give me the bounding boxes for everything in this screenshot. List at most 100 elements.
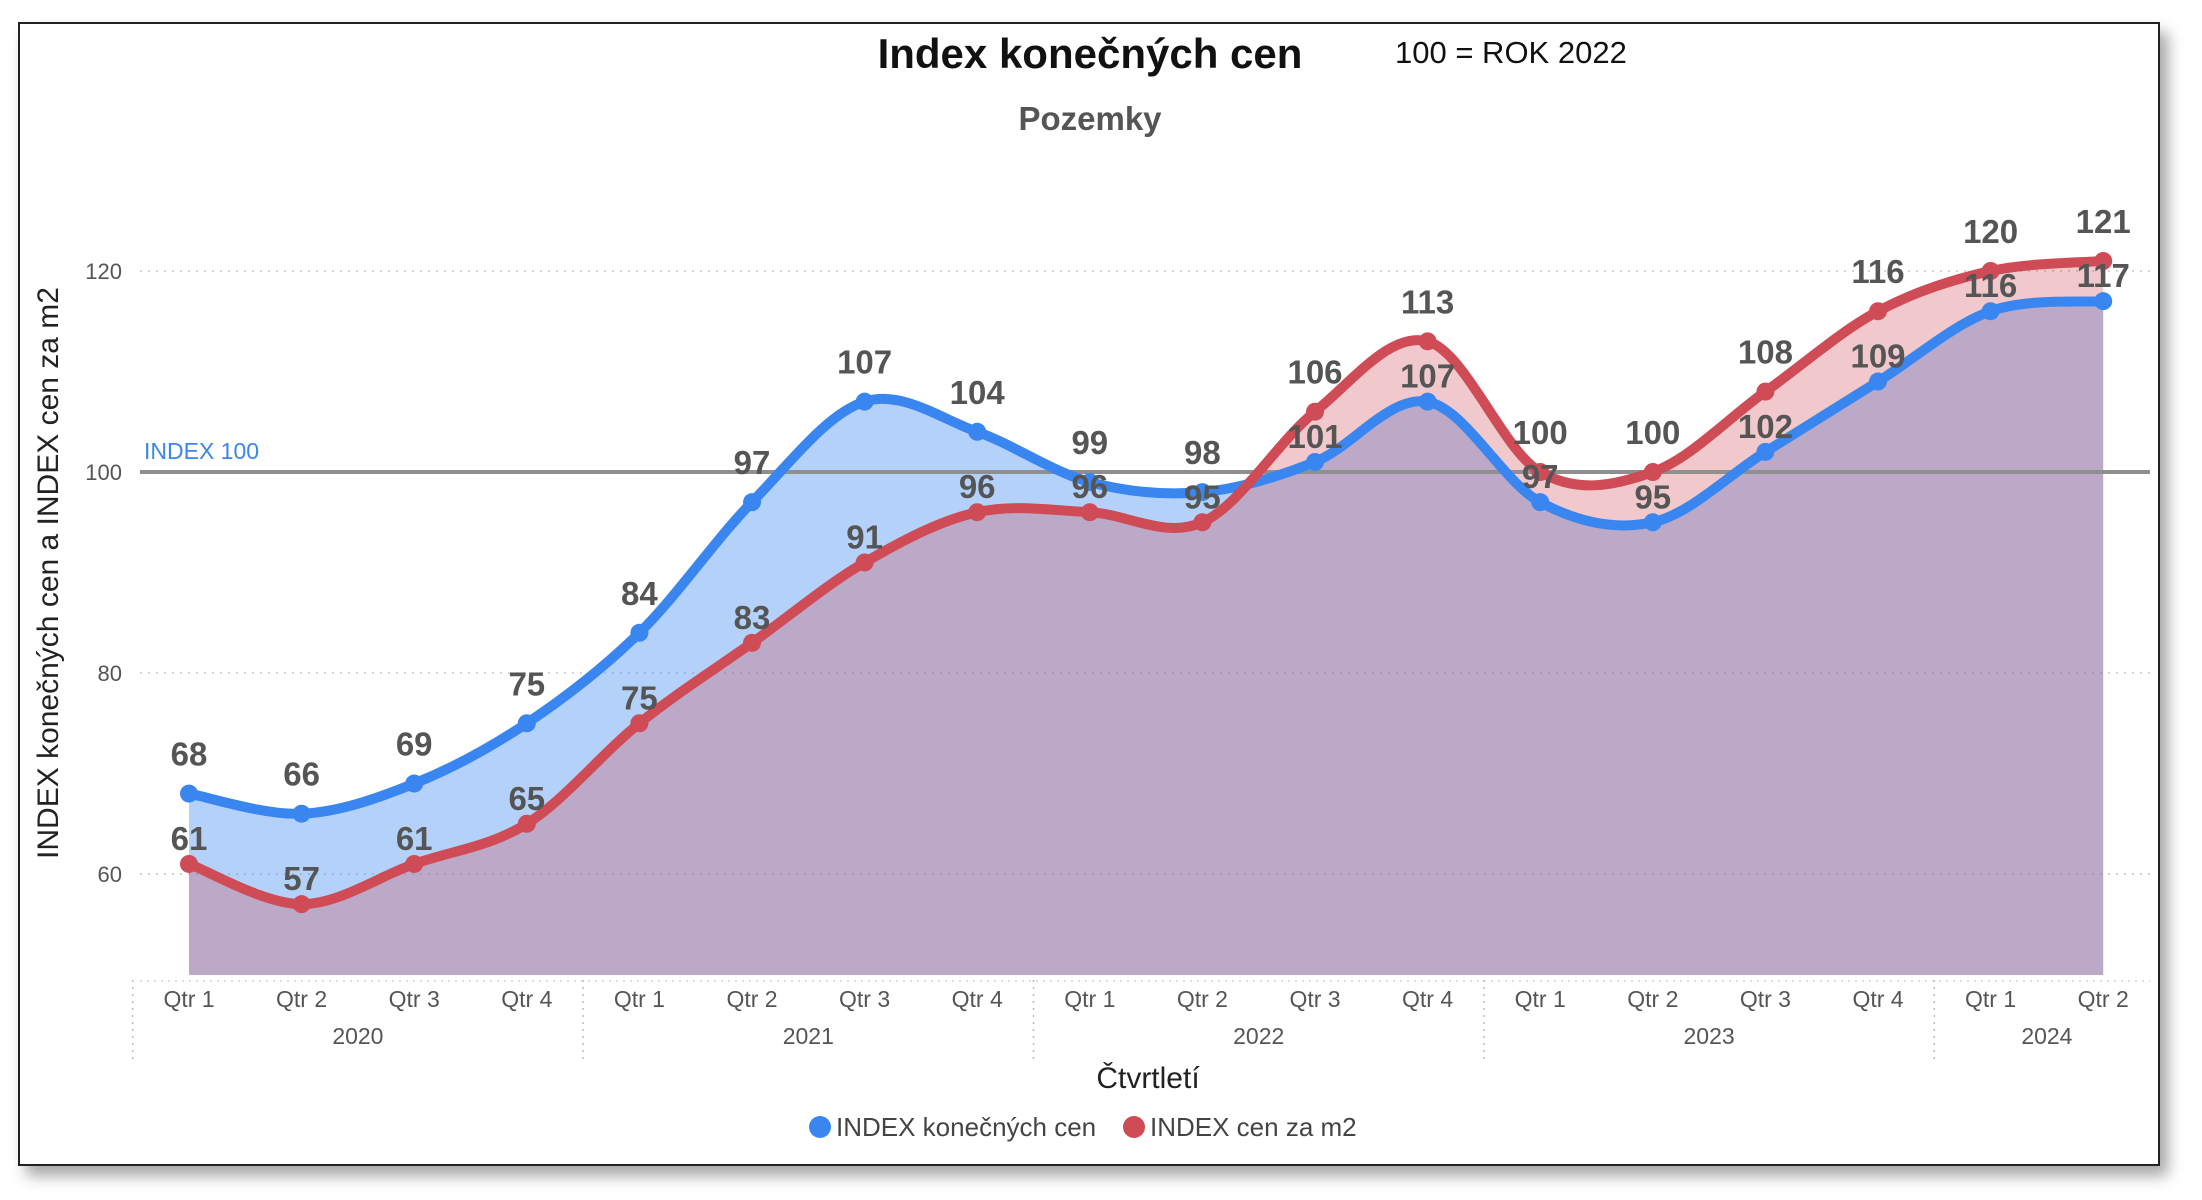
data-point [1193, 513, 1212, 532]
x-tick-label: Qtr 4 [1852, 986, 1903, 1012]
data-point [1306, 402, 1324, 421]
data-label: 107 [837, 344, 892, 381]
data-label: 109 [1850, 338, 1905, 375]
data-label: 97 [734, 444, 771, 481]
year-label: 2020 [332, 1023, 383, 1049]
data-point [1643, 463, 1662, 481]
data-point [517, 814, 536, 833]
data-label: 117 [2077, 257, 2130, 294]
data-label: 100 [1513, 414, 1568, 451]
y-tick-label: 100 [85, 460, 122, 485]
data-point [1981, 302, 2000, 321]
data-point [1080, 473, 1099, 492]
x-tick-label: Qtr 3 [1740, 986, 1791, 1012]
year-label: 2021 [783, 1023, 834, 1049]
data-label: 121 [2076, 203, 2131, 240]
data-point [1531, 493, 1550, 512]
legend-label: INDEX konečných cen [836, 1112, 1096, 1142]
legend-label: INDEX cen za m2 [1150, 1112, 1357, 1142]
x-tick-label: Qtr 1 [1965, 986, 2016, 1012]
data-label: 101 [1287, 418, 1342, 455]
data-point [855, 553, 874, 572]
data-label: 99 [1071, 424, 1108, 461]
x-tick-label: Qtr 4 [501, 986, 552, 1012]
data-label: 106 [1287, 354, 1342, 391]
data-point [968, 422, 987, 441]
data-point [1756, 382, 1775, 401]
legend: INDEX konečných cen INDEX cen za m2 [809, 1112, 1357, 1142]
data-label: 68 [171, 736, 208, 773]
data-label: 75 [508, 665, 545, 702]
data-point [1869, 372, 1887, 391]
data-label: 61 [396, 820, 433, 857]
x-tick-label: Qtr 3 [1289, 986, 1340, 1012]
data-label: 107 [1400, 358, 1455, 395]
data-point [1418, 392, 1437, 411]
data-point [292, 895, 311, 914]
x-tick-label: Qtr 1 [614, 986, 665, 1012]
x-tick-label: Qtr 2 [726, 986, 777, 1012]
data-point [292, 804, 311, 823]
data-labels: 68 66 69 75 84 97 107 104 99 98 101 107 97 95 102 109 11… [171, 203, 2131, 897]
data-point [743, 633, 761, 652]
x-tick-label: Qtr 3 [389, 986, 440, 1012]
data-label: 95 [1634, 478, 1671, 515]
area-index-konecnych-cen [189, 301, 2104, 975]
series-points [180, 251, 2113, 914]
x-tick-label: Qtr 2 [276, 986, 327, 1012]
data-label: 108 [1738, 334, 1793, 371]
data-label: 66 [283, 756, 320, 793]
data-label: 57 [283, 860, 320, 897]
data-label: 65 [508, 780, 545, 817]
data-label: 95 [1184, 478, 1221, 515]
data-point [1418, 332, 1437, 351]
index-100-label: INDEX 100 [144, 438, 259, 464]
chart-subtitle: Pozemky [1018, 100, 1162, 137]
x-tick-label: Qtr 2 [2078, 986, 2129, 1012]
x-tick-label: Qtr 1 [1064, 986, 1115, 1012]
area-fills [189, 260, 2104, 975]
data-label: 113 [1401, 283, 1454, 320]
data-point [2094, 292, 2113, 311]
data-label: 61 [171, 820, 208, 857]
data-point [968, 503, 987, 522]
chart-note: 100 = ROK 2022 [1395, 35, 1627, 70]
year-label: 2022 [1233, 1023, 1284, 1049]
data-point [630, 623, 649, 642]
y-tick-label: 60 [98, 862, 122, 887]
data-point [517, 714, 536, 733]
x-tick-label: Qtr 2 [1627, 986, 1678, 1012]
area-index-cen-za-m2 [189, 260, 2104, 975]
data-point [1080, 503, 1099, 522]
data-label: 116 [1964, 267, 2017, 304]
data-point [405, 774, 424, 793]
data-label: 84 [621, 575, 658, 612]
data-label: 104 [950, 374, 1006, 411]
data-point [1756, 442, 1775, 461]
x-tick-label: Qtr 1 [1515, 986, 1566, 1012]
data-point [1643, 513, 1662, 532]
legend-marker [809, 1116, 831, 1138]
data-point [1981, 262, 2000, 280]
x-tick-label: Qtr 3 [839, 986, 890, 1012]
chart-frame [18, 22, 2160, 1166]
axes: 60 80 100 120 Qtr 1 Qtr 2 Qtr 3 Qtr 4 Qtr 1 Qtr 2… [85, 259, 2150, 1062]
data-label: 96 [959, 468, 996, 505]
data-label: 116 [1851, 253, 1904, 290]
data-label: 102 [1738, 408, 1793, 445]
data-label: 100 [1625, 414, 1680, 451]
data-point [630, 714, 649, 733]
x-tick-label: Qtr 1 [163, 986, 214, 1012]
data-label: 69 [396, 726, 433, 763]
x-tick-label: Qtr 4 [952, 986, 1003, 1012]
data-label: 75 [621, 679, 658, 716]
data-point [180, 854, 198, 873]
data-point [1193, 483, 1212, 502]
data-point [743, 493, 761, 512]
x-tick-label: Qtr 4 [1402, 986, 1453, 1012]
y-tick-label: 120 [85, 259, 122, 284]
data-label: 96 [1071, 468, 1108, 505]
data-point [2094, 251, 2113, 270]
year-label: 2024 [2021, 1023, 2072, 1049]
